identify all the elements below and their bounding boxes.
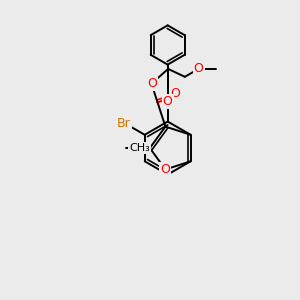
Text: Br: Br: [117, 118, 131, 130]
Text: O: O: [194, 62, 203, 75]
Text: O: O: [170, 87, 180, 100]
Text: O: O: [160, 163, 170, 176]
Text: O: O: [148, 77, 158, 90]
Text: CH₃: CH₃: [129, 143, 150, 153]
Text: O: O: [163, 95, 172, 108]
